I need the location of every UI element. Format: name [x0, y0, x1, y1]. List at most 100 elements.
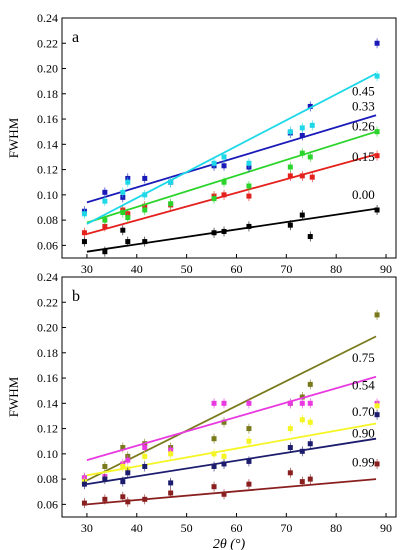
- data-point: [246, 458, 252, 464]
- data-point: [81, 239, 87, 245]
- data-point: [211, 196, 217, 202]
- panel-b: 0.06 0.08 0.10 0.12 0.14 0.16 0.18 0.20 0.22 0.24…: [6, 270, 397, 550]
- data-point: [168, 480, 174, 486]
- data-point: [299, 212, 305, 218]
- data-point: [287, 129, 293, 135]
- data-point: [374, 153, 380, 159]
- data-point: [142, 207, 148, 213]
- data-point: [168, 451, 174, 457]
- data-point: [125, 457, 131, 463]
- x-tick-label: 80: [330, 262, 342, 276]
- data-point: [307, 400, 313, 406]
- data-point: [307, 234, 313, 240]
- series-label: 0.99: [352, 455, 375, 470]
- data-point: [299, 394, 305, 400]
- series-0.15: [81, 150, 380, 238]
- x-tick-label: 80: [330, 521, 342, 535]
- series-0.90: [81, 409, 380, 490]
- data-point: [142, 496, 148, 502]
- data-point: [374, 129, 380, 135]
- data-point: [142, 445, 148, 451]
- series-0.33: [81, 38, 380, 217]
- x-tick-label: 70: [280, 262, 292, 276]
- y-tick-label: 0.22: [37, 36, 58, 50]
- data-point: [211, 400, 217, 406]
- data-point: [120, 494, 126, 500]
- data-point: [102, 217, 108, 223]
- y-tick-label: 0.10: [37, 447, 58, 461]
- data-point: [221, 154, 227, 160]
- data-point: [102, 249, 108, 255]
- series-0.45: [81, 71, 380, 225]
- data-point: [307, 381, 313, 387]
- data-point: [299, 132, 305, 138]
- series-label: 0.45: [352, 83, 375, 98]
- data-point: [221, 192, 227, 198]
- data-point: [102, 463, 108, 469]
- data-point: [287, 173, 293, 179]
- data-point: [102, 476, 108, 482]
- data-point: [287, 222, 293, 228]
- data-point: [309, 122, 315, 128]
- series-0.26: [86, 126, 380, 226]
- data-point: [102, 198, 108, 204]
- data-point: [125, 239, 131, 245]
- data-point: [120, 445, 126, 451]
- data-point: [211, 463, 217, 469]
- data-point: [125, 215, 131, 221]
- data-point: [374, 40, 380, 46]
- fit-line: [86, 72, 377, 225]
- series-label: 0.33: [352, 98, 375, 113]
- x-tick-label: 90: [380, 262, 392, 276]
- data-point: [307, 476, 313, 482]
- data-point: [168, 201, 174, 207]
- data-point: [287, 426, 293, 432]
- y-tick-label: 0.18: [37, 346, 58, 360]
- fit-line: [86, 422, 377, 477]
- fit-line: [86, 130, 377, 224]
- data-point: [142, 463, 148, 469]
- y-axis-label: FWHM: [6, 117, 21, 158]
- x-axis-label: 2θ (°): [213, 537, 246, 550]
- data-point: [168, 490, 174, 496]
- data-point: [246, 438, 252, 444]
- plot-frame: [61, 276, 397, 518]
- data-point: [211, 230, 217, 236]
- data-point: [120, 194, 126, 200]
- data-point: [307, 441, 313, 447]
- data-point: [221, 453, 227, 459]
- data-point: [120, 479, 126, 485]
- panel-label: b: [72, 288, 80, 305]
- data-point: [168, 179, 174, 185]
- data-point: [142, 453, 148, 459]
- y-tick-label: 0.08: [37, 472, 58, 486]
- plot-frame: [61, 17, 397, 259]
- data-point: [102, 189, 108, 195]
- data-point: [120, 463, 126, 469]
- y-tick-label: 0.16: [37, 112, 58, 126]
- y-tick-label: 0.12: [37, 163, 58, 177]
- data-point: [246, 481, 252, 487]
- data-point: [221, 419, 227, 425]
- data-point: [221, 461, 227, 467]
- data-point: [299, 400, 305, 406]
- data-point: [211, 160, 217, 166]
- data-point: [211, 436, 217, 442]
- y-tick-label: 0.20: [37, 62, 58, 76]
- data-point: [374, 461, 380, 467]
- fit-line: [86, 207, 377, 253]
- data-point: [246, 223, 252, 229]
- fit-line: [86, 478, 377, 506]
- data-point: [299, 479, 305, 485]
- panel-a: 0.06 0.08 0.10 0.12 0.14 0.16 0.18 0.20 0.22 0.24…: [6, 11, 397, 276]
- y-tick-label: 0.06: [37, 497, 58, 511]
- data-point: [307, 419, 313, 425]
- x-tick-label: 50: [181, 262, 193, 276]
- series-label: 0.75: [352, 350, 375, 365]
- series-0.75: [81, 309, 380, 483]
- x-tick-label: 50: [181, 521, 193, 535]
- data-point: [299, 417, 305, 423]
- series-label: 0.26: [352, 119, 375, 134]
- x-tick-label: 60: [230, 521, 242, 535]
